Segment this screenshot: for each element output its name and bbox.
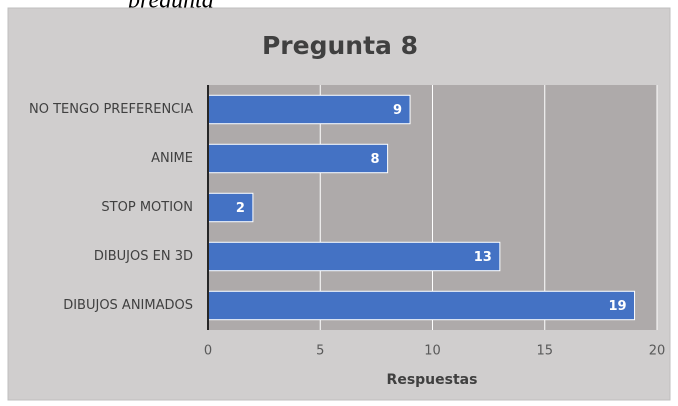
bar	[207, 94, 411, 125]
y-tick-label: STOP MOTION	[101, 200, 193, 215]
y-tick-label: DIBUJOS ANIMADOS	[63, 298, 193, 313]
y-tick-label: DIBUJOS EN 3D	[94, 249, 193, 264]
y-tick-label: ANIME	[151, 151, 193, 166]
data-label: 8	[371, 152, 380, 167]
x-tick-label: 15	[536, 344, 553, 359]
bar	[207, 290, 636, 321]
data-label: 19	[608, 299, 626, 314]
bar	[207, 143, 389, 174]
x-tick-label: 5	[316, 344, 324, 359]
data-label: 2	[236, 201, 245, 216]
x-tick-label: 0	[204, 344, 212, 359]
y-tick-label: NO TENGO PREFERENCIA	[29, 102, 193, 117]
chart-title: Pregunta 8	[262, 31, 418, 60]
bar	[207, 241, 501, 272]
data-label: 9	[393, 103, 402, 118]
x-axis-title: Respuestas	[387, 372, 478, 388]
bar	[207, 192, 254, 223]
x-tick-label: 20	[649, 344, 666, 359]
x-tick-label: 10	[424, 344, 441, 359]
data-label: 13	[474, 250, 492, 265]
